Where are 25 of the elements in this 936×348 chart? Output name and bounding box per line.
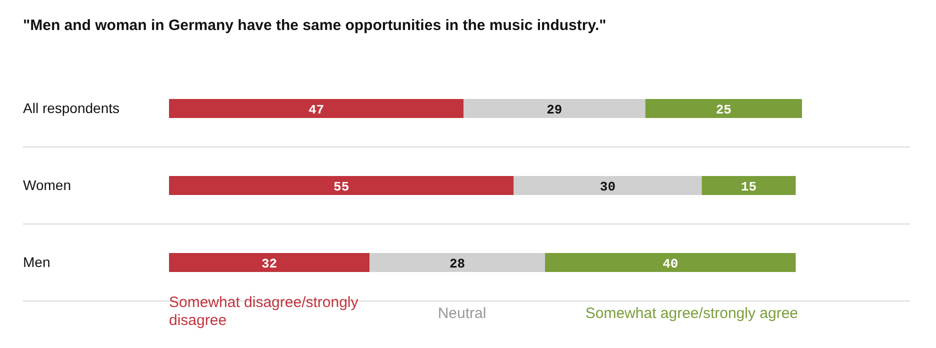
- text: Neutral: [438, 305, 486, 322]
- data-label: 32: [261, 256, 278, 272]
- bar: [464, 99, 646, 118]
- y-tick-label: Men: [23, 254, 50, 270]
- bar: [169, 253, 370, 272]
- data-label: 25: [716, 102, 732, 118]
- y-tick-label: Women: [23, 177, 71, 193]
- data-label: 55: [334, 180, 350, 194]
- data-label: 15: [740, 180, 757, 194]
- data-label: 30: [600, 180, 616, 194]
- data-label: 40: [662, 256, 678, 272]
- text: Somewhat agree/strongly agree: [585, 305, 798, 322]
- bar: [645, 99, 802, 118]
- chart-title: "Men and woman in Germany have the same opportunities in the music industry.": [23, 17, 606, 34]
- bar: [169, 99, 464, 118]
- bar: [702, 176, 796, 195]
- bar: [169, 176, 514, 195]
- bar: [545, 253, 796, 272]
- data-label: 47: [308, 102, 324, 118]
- bar: [370, 253, 546, 272]
- series-label: Somewhat disagree/strongly disagree: [169, 294, 359, 329]
- data-label: 28: [449, 256, 466, 272]
- data-label: 29: [546, 102, 562, 118]
- y-tick-label: All respondents: [23, 100, 120, 116]
- bar: [514, 176, 702, 195]
